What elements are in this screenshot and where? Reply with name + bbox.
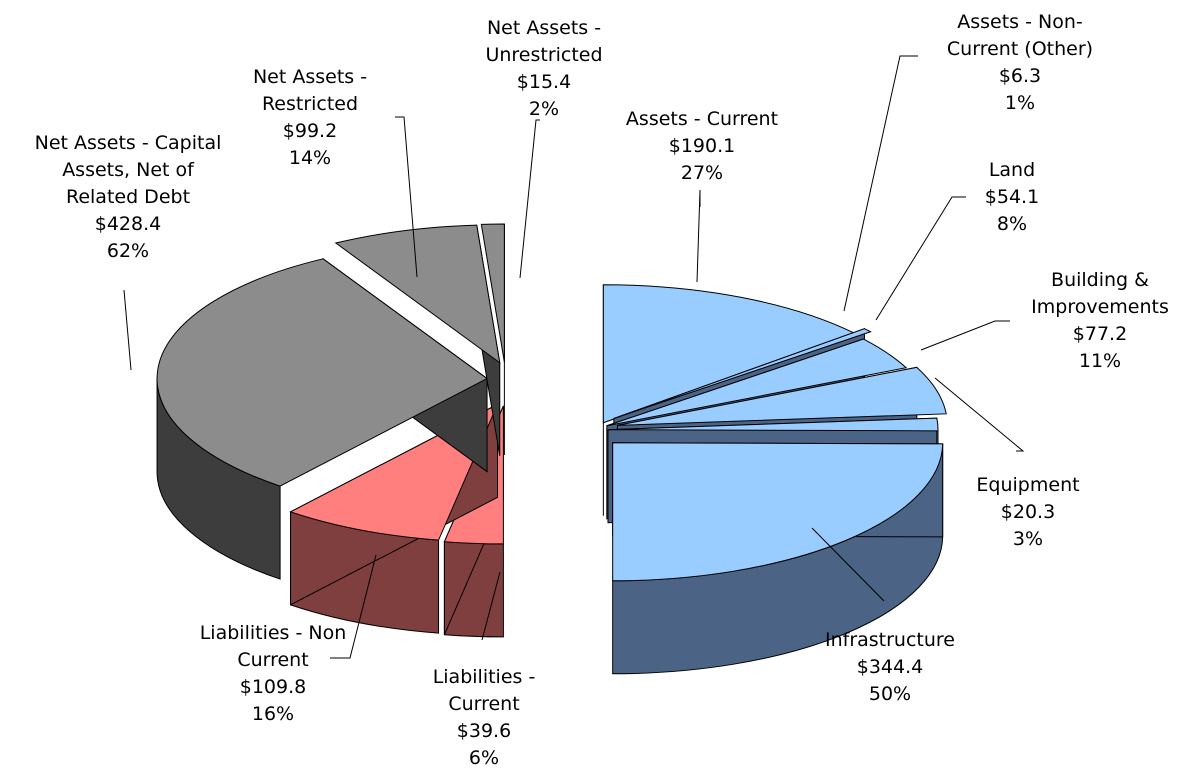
- label-value: $6.3: [999, 65, 1041, 87]
- leader-line-building-improvements: [921, 321, 1010, 350]
- label-name: Equipment: [976, 474, 1079, 496]
- label-percent: 62%: [107, 240, 149, 262]
- label-name: Assets - Non-: [957, 11, 1083, 33]
- label-liabilities-non-current: Liabilities - Non Current $109.8 16%: [200, 622, 347, 725]
- label-name: Current (Other): [947, 38, 1093, 60]
- label-liabilities-current: Liabilities - Current $39.6 6%: [433, 666, 536, 769]
- label-name: Net Assets -: [487, 17, 601, 39]
- label-name: Current: [237, 649, 308, 671]
- label-equipment: Equipment $20.3 3%: [976, 474, 1079, 550]
- label-value: $109.8: [240, 676, 306, 698]
- label-name: Current: [448, 693, 519, 715]
- slices-layer: [157, 224, 946, 674]
- label-name: Infrastructure: [825, 629, 955, 651]
- leader-line-equipment: [935, 378, 1023, 451]
- label-name: Liabilities - Non: [200, 622, 347, 644]
- label-percent: 1%: [1005, 92, 1035, 114]
- label-name: Improvements: [1031, 296, 1169, 318]
- label-net-assets-unrestricted: Net Assets - Unrestricted $15.4 2%: [485, 17, 602, 120]
- label-value: $344.4: [857, 656, 923, 678]
- label-name: Unrestricted: [485, 44, 602, 66]
- label-name: Restricted: [262, 93, 358, 115]
- label-value: $190.1: [669, 135, 735, 157]
- label-name: Related Debt: [66, 186, 190, 208]
- label-land: Land $54.1 8%: [985, 159, 1039, 235]
- label-infrastructure: Infrastructure $344.4 50%: [825, 629, 955, 705]
- label-name: Net Assets - Capital: [35, 132, 222, 154]
- label-value: $428.4: [95, 213, 161, 235]
- label-value: $77.2: [1073, 323, 1127, 345]
- leader-line-land: [876, 197, 966, 320]
- leader-line-assets-non-current-other: [844, 56, 918, 311]
- label-percent: 8%: [997, 213, 1027, 235]
- label-name: Net Assets -: [253, 66, 367, 88]
- leader-line-net-assets-capital-assets-net-of-related-debt: [124, 290, 131, 370]
- leader-line-assets-current: [697, 190, 700, 282]
- label-value: $39.6: [457, 720, 511, 742]
- label-value: $54.1: [985, 186, 1039, 208]
- label-net-assets-restricted: Net Assets - Restricted $99.2 14%: [253, 66, 367, 169]
- label-percent: 50%: [869, 683, 911, 705]
- label-assets-current: Assets - Current $190.1 27%: [626, 108, 778, 184]
- label-percent: 14%: [289, 147, 331, 169]
- label-name: Assets - Current: [626, 108, 778, 130]
- label-assets-non-current-other: Assets - Non- Current (Other) $6.3 1%: [947, 11, 1093, 114]
- leader-line-net-assets-unrestricted: [520, 120, 540, 278]
- label-name: Land: [989, 159, 1035, 181]
- label-percent: 6%: [469, 747, 499, 769]
- label-value: $15.4: [517, 71, 571, 93]
- label-value: $99.2: [283, 120, 337, 142]
- label-value: $20.3: [1001, 501, 1055, 523]
- label-percent: 27%: [681, 162, 723, 184]
- label-percent: 2%: [529, 98, 559, 120]
- label-name: Liabilities -: [433, 666, 536, 688]
- label-percent: 11%: [1079, 350, 1121, 372]
- label-name: Building &: [1051, 269, 1149, 291]
- label-percent: 3%: [1013, 528, 1043, 550]
- label-name: Assets, Net of: [62, 159, 195, 181]
- label-building-improvements: Building & Improvements $77.2 11%: [1031, 269, 1169, 372]
- label-percent: 16%: [252, 703, 294, 725]
- label-net-assets-capital-assets-net-of-related-debt: Net Assets - Capital Assets, Net of Relate…: [35, 132, 222, 262]
